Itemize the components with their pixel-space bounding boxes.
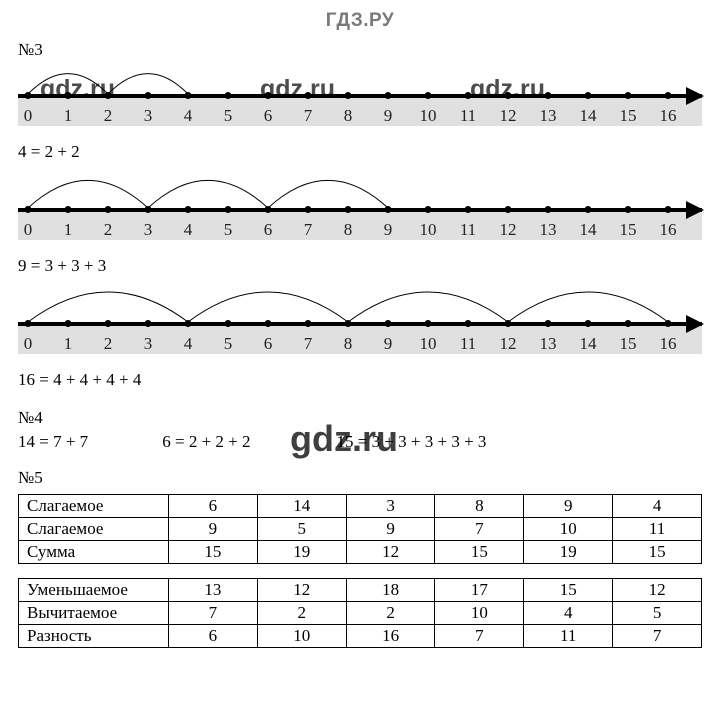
ex3-label: №3 — [18, 40, 702, 60]
ex4-item: 6 = 2 + 2 + 2 — [162, 432, 332, 452]
ex5-table-2: Уменьшаемое131218171512Вычитаемое7221045… — [18, 578, 702, 648]
cell: 9 — [169, 518, 258, 541]
numberline-3: 012345678910111213141516 16 = 4 + 4 + 4 … — [18, 290, 702, 390]
page: ГДЗ.РУ №3 gdz.ru gdz.ru gdz.ru 012345678… — [0, 0, 720, 668]
cell: 7 — [169, 602, 258, 625]
cell: 3 — [346, 495, 435, 518]
cell: 5 — [613, 602, 702, 625]
numberline-1-caption: 4 = 2 + 2 — [18, 142, 702, 162]
cell: 17 — [435, 579, 524, 602]
table-row: Вычитаемое7221045 — [19, 602, 702, 625]
table-row: Разность610167117 — [19, 625, 702, 648]
ex4-label: №4 — [18, 408, 702, 428]
cell: 12 — [613, 579, 702, 602]
cell: 12 — [346, 541, 435, 564]
cell: 2 — [346, 602, 435, 625]
cell: 12 — [257, 579, 346, 602]
numberline-3-caption: 16 = 4 + 4 + 4 + 4 — [18, 370, 702, 390]
row-header: Разность — [19, 625, 169, 648]
cell: 9 — [524, 495, 613, 518]
cell: 10 — [257, 625, 346, 648]
cell: 16 — [346, 625, 435, 648]
table-row: Слагаемое95971011 — [19, 518, 702, 541]
ex4-item: 14 = 7 + 7 — [18, 432, 158, 452]
row-header: Сумма — [19, 541, 169, 564]
cell: 19 — [524, 541, 613, 564]
table-row: Сумма151912151915 — [19, 541, 702, 564]
cell: 2 — [257, 602, 346, 625]
cell: 13 — [169, 579, 258, 602]
cell: 15 — [169, 541, 258, 564]
cell: 7 — [613, 625, 702, 648]
cell: 10 — [524, 518, 613, 541]
cell: 11 — [524, 625, 613, 648]
cell: 19 — [257, 541, 346, 564]
row-header: Уменьшаемое — [19, 579, 169, 602]
site-header: ГДЗ.РУ — [18, 10, 702, 32]
cell: 5 — [257, 518, 346, 541]
numberline-2-caption: 9 = 3 + 3 + 3 — [18, 256, 702, 276]
cell: 18 — [346, 579, 435, 602]
ex5-table-1: Слагаемое6143894Слагаемое95971011Сумма15… — [18, 494, 702, 564]
numberline-2: 012345678910111213141516 9 = 3 + 3 + 3 — [18, 176, 702, 276]
cell: 15 — [524, 579, 613, 602]
cell: 7 — [435, 518, 524, 541]
cell: 4 — [524, 602, 613, 625]
row-header: Слагаемое — [19, 495, 169, 518]
row-header: Слагаемое — [19, 518, 169, 541]
cell: 9 — [346, 518, 435, 541]
cell: 11 — [613, 518, 702, 541]
ex4-item: 15 = 3 + 3 + 3 + 3 + 3 — [337, 432, 487, 452]
cell: 6 — [169, 495, 258, 518]
cell: 15 — [435, 541, 524, 564]
table-row: Слагаемое6143894 — [19, 495, 702, 518]
cell: 7 — [435, 625, 524, 648]
ex5-label: №5 — [18, 468, 702, 488]
cell: 14 — [257, 495, 346, 518]
cell: 15 — [613, 541, 702, 564]
ex4-equations: 14 = 7 + 7 6 = 2 + 2 + 2 15 = 3 + 3 + 3 … — [18, 432, 702, 452]
table-row: Уменьшаемое131218171512 — [19, 579, 702, 602]
cell: 4 — [613, 495, 702, 518]
numberline-1: 012345678910111213141516 4 = 2 + 2 — [18, 62, 702, 162]
cell: 6 — [169, 625, 258, 648]
row-header: Вычитаемое — [19, 602, 169, 625]
cell: 8 — [435, 495, 524, 518]
cell: 10 — [435, 602, 524, 625]
